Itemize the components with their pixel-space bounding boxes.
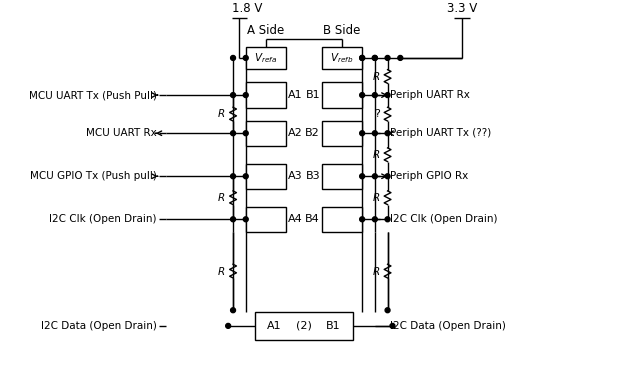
Circle shape	[359, 131, 365, 136]
Bar	[246, 82, 286, 108]
Bar	[246, 207, 286, 232]
Text: B1: B1	[326, 321, 340, 331]
Bar	[322, 82, 362, 108]
Text: A3: A3	[288, 171, 302, 181]
Text: I2C Clk (Open Drain): I2C Clk (Open Drain)	[391, 214, 498, 224]
Circle shape	[243, 55, 248, 60]
Bar	[246, 121, 286, 146]
Text: Periph UART Rx: Periph UART Rx	[391, 90, 470, 100]
Bar	[246, 47, 286, 69]
Text: R: R	[373, 267, 380, 277]
Circle shape	[231, 131, 235, 136]
Circle shape	[226, 323, 231, 328]
Circle shape	[243, 217, 248, 222]
Text: A2: A2	[288, 128, 302, 138]
Text: 1.8 V: 1.8 V	[232, 2, 262, 15]
Circle shape	[231, 174, 235, 179]
Circle shape	[243, 93, 248, 97]
Bar	[322, 121, 362, 146]
Text: MCU GPIO Tx (Push pull): MCU GPIO Tx (Push pull)	[30, 171, 157, 181]
Text: I2C Data (Open Drain): I2C Data (Open Drain)	[391, 321, 507, 331]
Text: B Side: B Side	[323, 24, 361, 37]
Circle shape	[231, 308, 235, 313]
Text: R: R	[218, 109, 225, 119]
Text: Periph UART Tx (??): Periph UART Tx (??)	[391, 128, 492, 138]
Circle shape	[390, 323, 395, 328]
Circle shape	[231, 217, 235, 222]
Text: B2: B2	[306, 128, 320, 138]
Text: B1: B1	[306, 90, 320, 100]
Circle shape	[243, 174, 248, 179]
Text: I2C Clk (Open Drain): I2C Clk (Open Drain)	[49, 214, 157, 224]
Circle shape	[359, 174, 365, 179]
Text: 3.3 V: 3.3 V	[447, 2, 477, 15]
Text: A1: A1	[268, 321, 282, 331]
Text: $V_{refa}$: $V_{refa}$	[254, 51, 277, 65]
Bar	[322, 164, 362, 189]
Circle shape	[372, 93, 377, 97]
Text: R: R	[373, 193, 380, 203]
Text: R: R	[218, 193, 225, 203]
Circle shape	[243, 131, 248, 136]
Text: R: R	[373, 150, 380, 160]
Circle shape	[359, 55, 365, 60]
Circle shape	[359, 93, 365, 97]
Circle shape	[385, 308, 390, 313]
Text: $V_{refb}$: $V_{refb}$	[330, 51, 354, 65]
Bar	[322, 207, 362, 232]
Circle shape	[385, 131, 390, 136]
Text: B3: B3	[306, 171, 320, 181]
Circle shape	[372, 131, 377, 136]
Text: I2C Data (Open Drain): I2C Data (Open Drain)	[41, 321, 157, 331]
Text: R: R	[373, 72, 380, 82]
Circle shape	[231, 93, 235, 97]
Circle shape	[372, 174, 377, 179]
Circle shape	[372, 217, 377, 222]
Circle shape	[385, 217, 390, 222]
Text: Periph GPIO Rx: Periph GPIO Rx	[391, 171, 469, 181]
Circle shape	[372, 55, 377, 60]
Circle shape	[359, 217, 365, 222]
Circle shape	[231, 55, 235, 60]
Circle shape	[372, 55, 377, 60]
Bar	[322, 47, 362, 69]
Text: ?: ?	[374, 109, 380, 119]
Bar	[246, 164, 286, 189]
Bar	[255, 312, 353, 340]
Text: B4: B4	[306, 214, 320, 224]
Text: MCU UART Rx: MCU UART Rx	[86, 128, 157, 138]
Text: R: R	[218, 267, 225, 277]
Text: MCU UART Tx (Push Pull): MCU UART Tx (Push Pull)	[29, 90, 157, 100]
Text: A4: A4	[288, 214, 302, 224]
Circle shape	[359, 55, 365, 60]
Circle shape	[385, 174, 390, 179]
Text: A1: A1	[288, 90, 302, 100]
Text: A Side: A Side	[247, 24, 285, 37]
Circle shape	[385, 55, 390, 60]
Circle shape	[385, 93, 390, 97]
Circle shape	[398, 55, 403, 60]
Text: (2): (2)	[296, 321, 312, 331]
